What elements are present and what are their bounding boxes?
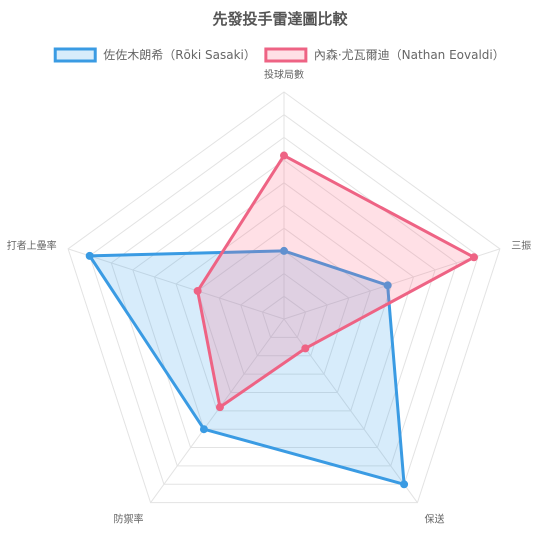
grid-ring bbox=[218, 250, 350, 375]
grid-ring bbox=[110, 136, 458, 467]
legend-item-2[interactable]: 內森·尤瓦爾迪（Nathan Eovaldi） bbox=[264, 47, 505, 63]
data-point[interactable] bbox=[383, 281, 392, 290]
axis-line bbox=[150, 318, 285, 503]
axis-label: 三振 bbox=[511, 239, 531, 252]
grid-ring bbox=[197, 227, 371, 393]
grid-ring bbox=[153, 182, 415, 430]
legend-swatch bbox=[264, 47, 308, 63]
grid-ring bbox=[132, 159, 436, 449]
legend-label: 內森·尤瓦爾迪（Nathan Eovaldi） bbox=[314, 47, 505, 62]
data-point[interactable] bbox=[400, 480, 409, 489]
data-point[interactable] bbox=[469, 253, 478, 262]
axis-label: 防禦率 bbox=[114, 512, 144, 525]
axis-label: 投球局數 bbox=[264, 68, 304, 81]
grid-ring bbox=[67, 91, 501, 504]
legend: 佐佐木朗希（Rōki Sasaki） 內森·尤瓦爾迪（Nathan Eovaldi… bbox=[53, 47, 505, 63]
data-point[interactable] bbox=[280, 151, 288, 160]
grid-ring bbox=[175, 204, 393, 412]
data-point[interactable] bbox=[280, 246, 288, 255]
axis-line bbox=[283, 248, 501, 320]
data-point[interactable] bbox=[85, 251, 94, 260]
legend-item-1[interactable]: 佐佐木朗希（Rōki Sasaki） bbox=[53, 47, 256, 63]
data-point[interactable] bbox=[215, 403, 224, 412]
data-point[interactable] bbox=[301, 344, 310, 353]
series-2 bbox=[193, 151, 478, 412]
grid-ring bbox=[261, 295, 307, 338]
radar-grid bbox=[67, 91, 501, 504]
series-area bbox=[88, 249, 406, 486]
legend-label: 佐佐木朗希（Rōki Sasaki） bbox=[103, 47, 256, 62]
grid-ring bbox=[89, 114, 479, 485]
axis-line bbox=[67, 248, 285, 320]
series-area bbox=[196, 154, 476, 409]
axis-label: 打者上壘率 bbox=[7, 239, 57, 252]
data-point[interactable] bbox=[193, 286, 202, 295]
data-point[interactable] bbox=[199, 425, 208, 434]
axis-label: 保送 bbox=[424, 512, 444, 525]
grid-ring bbox=[240, 272, 328, 357]
series-1 bbox=[85, 246, 409, 489]
series-layer bbox=[85, 151, 478, 489]
legend-swatch bbox=[53, 47, 97, 63]
chart-title: 先發投手雷達圖比較 bbox=[212, 10, 348, 28]
